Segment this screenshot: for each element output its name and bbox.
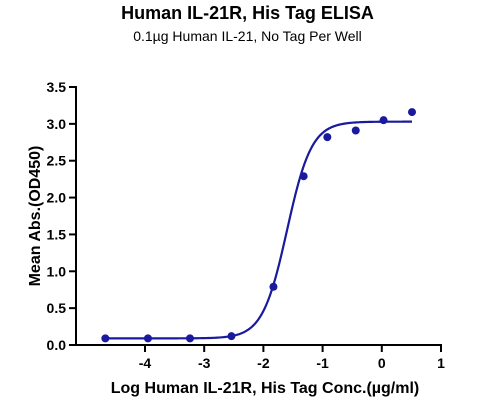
x-tick-label: -2 — [257, 355, 270, 371]
y-axis-label: Mean Abs.(OD450) — [27, 146, 44, 287]
data-point — [407, 108, 416, 117]
y-tick-label: 2.0 — [47, 190, 67, 206]
data-point — [185, 334, 194, 343]
data-point — [101, 334, 110, 343]
x-tick-label: -3 — [198, 355, 211, 371]
y-tick-label: 1.0 — [47, 263, 67, 279]
data-point — [323, 133, 332, 142]
chart-title: Human IL-21R, His Tag ELISA — [121, 3, 374, 23]
y-tick-label: 0.0 — [47, 337, 67, 353]
data-point — [299, 172, 308, 181]
x-tick-label: -4 — [139, 355, 152, 371]
fit-layer — [105, 120, 412, 340]
data-point — [269, 282, 278, 291]
axes-layer — [75, 86, 442, 346]
y-tick-label: 1.5 — [47, 226, 67, 242]
y-tick-label: 3.0 — [47, 116, 67, 132]
ticks-layer: 0.0 0.5 1.0 1.5 2.0 2.5 3.0 3.5 -4 -3 -2 -1 0 1 — [47, 79, 446, 371]
data-point — [351, 126, 360, 135]
y-tick-label: 3.5 — [47, 79, 67, 95]
y-tick-label: 2.5 — [47, 153, 67, 169]
x-tick-label: 0 — [378, 355, 386, 371]
data-point — [143, 334, 152, 343]
x-tick-label: -1 — [316, 355, 329, 371]
chart-subtitle: 0.1µg Human IL-21, No Tag Per Well — [133, 28, 362, 44]
y-tick-label: 0.5 — [47, 300, 67, 316]
points-layer — [101, 108, 416, 343]
x-tick-label: 1 — [437, 355, 445, 371]
data-point — [227, 332, 236, 341]
fit-curve — [105, 120, 412, 340]
x-axis-label: Log Human IL-21R, His Tag Conc.(µg/ml) — [111, 380, 419, 397]
data-point — [379, 116, 388, 125]
